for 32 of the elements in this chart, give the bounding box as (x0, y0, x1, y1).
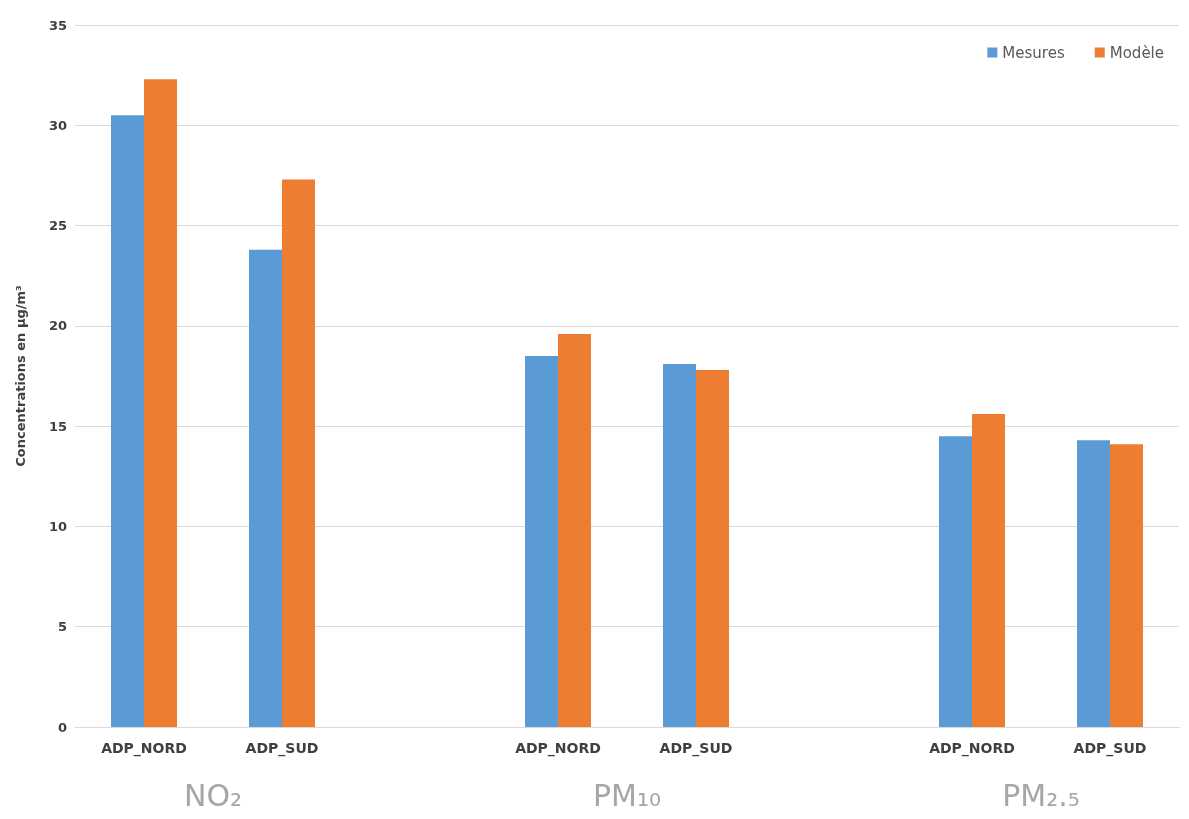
y-tick-label: 35 (48, 17, 67, 33)
y-tick-label: 15 (48, 418, 67, 434)
bar (111, 115, 144, 727)
bar (525, 355, 558, 727)
x-tick-label: ADP_NORD (101, 740, 187, 757)
bar (1077, 440, 1110, 727)
x-tick-label: ADP_SUD (245, 740, 319, 757)
bar (663, 363, 696, 727)
x-tick-label: ADP_SUD (1073, 740, 1147, 757)
bar (249, 249, 282, 727)
bar (1110, 444, 1143, 727)
bar (696, 369, 729, 727)
bar (144, 79, 177, 727)
bar (939, 436, 972, 727)
y-tick-label: 10 (48, 518, 67, 534)
x-tick-label: ADP_NORD (929, 740, 1015, 757)
bar (558, 333, 591, 727)
y-tick-label: 5 (57, 619, 67, 635)
y-tick-label: 0 (57, 719, 67, 735)
y-tick-label: 20 (48, 318, 67, 334)
bar (972, 414, 1005, 727)
x-tick-label: ADP_SUD (659, 740, 733, 757)
text: PM₂.₅ (1002, 777, 1080, 813)
y-tick-label: 25 (48, 218, 67, 234)
text: PM₁₀ (592, 777, 662, 813)
legend-label: Modèle (1109, 43, 1164, 62)
bar (282, 179, 315, 727)
legend-label: Mesures (1002, 43, 1065, 62)
y-axis-title: Concentrations en µg/m³ (13, 285, 28, 467)
text: NO₂ (183, 777, 243, 813)
x-tick-label: ADP_NORD (515, 740, 601, 757)
y-tick-label: 30 (48, 117, 67, 133)
